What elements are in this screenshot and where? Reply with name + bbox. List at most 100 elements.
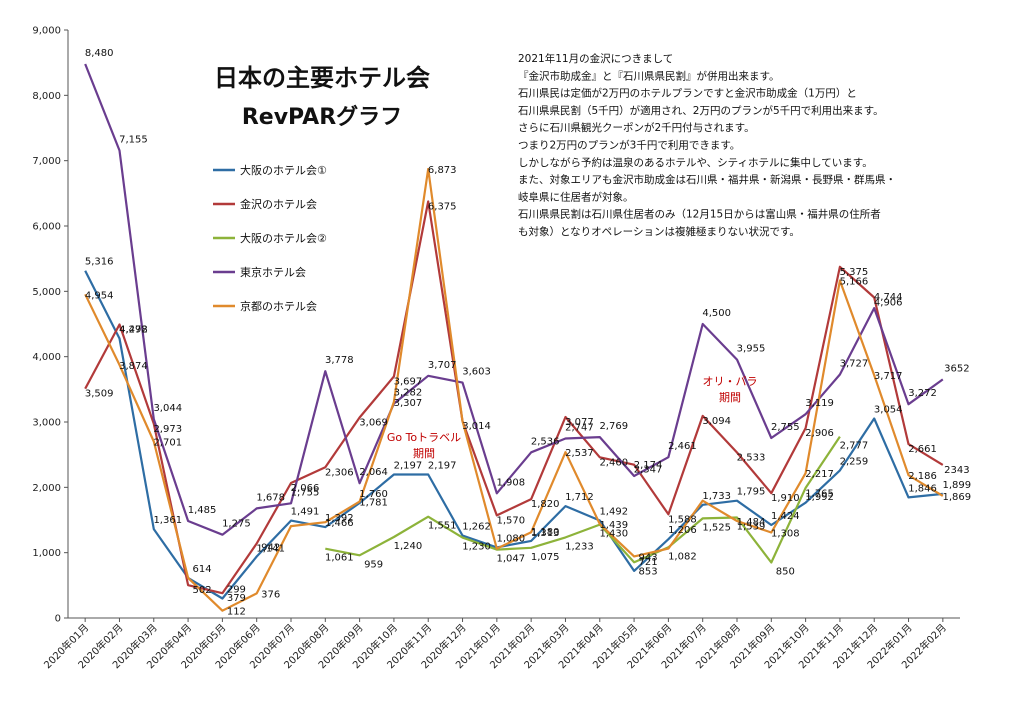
data-label: 3,054 bbox=[874, 404, 903, 415]
data-label: 3652 bbox=[944, 363, 969, 374]
data-label: 3,014 bbox=[462, 421, 491, 432]
note-line: 石川県民は定価が2万円のホテルプランですと金沢市助成金（1万円）と bbox=[518, 87, 857, 100]
data-label: 1,755 bbox=[291, 487, 320, 498]
data-label: 3,272 bbox=[908, 388, 937, 399]
data-label: 1,869 bbox=[943, 492, 972, 503]
data-label: 2,197 bbox=[394, 460, 423, 471]
data-label: 2,747 bbox=[565, 423, 594, 434]
data-label: 943 bbox=[639, 552, 658, 563]
data-label: 3,778 bbox=[325, 355, 354, 366]
note-line: つまり2万円のプランが3千円で利用できます。 bbox=[518, 139, 740, 152]
data-label: 4,954 bbox=[85, 290, 114, 301]
data-labels: 5,316 4,278 1,361 614 299 942 1,491 1,392 1,760 2… bbox=[85, 48, 971, 618]
data-label: 1,361 bbox=[153, 515, 182, 526]
note-line: さらに石川県観光クーポンが2千円付与されます。 bbox=[518, 121, 755, 134]
data-label: 2,347 bbox=[634, 465, 663, 476]
data-label: 1,308 bbox=[771, 529, 800, 540]
y-tick-label: 9,000 bbox=[32, 26, 61, 37]
note-line: も対象）となりオペレーションは複雑極まりない状況です。 bbox=[518, 225, 800, 238]
note-line: 2021年11月の金沢につきまして bbox=[518, 52, 673, 65]
series-lines bbox=[84, 63, 944, 612]
data-label: 1,491 bbox=[291, 507, 320, 518]
data-label: 1,313 bbox=[531, 528, 560, 539]
data-label: 6,375 bbox=[428, 202, 457, 213]
data-label: 1,795 bbox=[737, 487, 766, 498]
y-tick-label: 2,000 bbox=[32, 483, 61, 494]
data-label: 2,186 bbox=[908, 471, 937, 482]
annotation-olympics-period: 期間 bbox=[719, 391, 741, 404]
data-label: 1,765 bbox=[805, 489, 834, 500]
data-label: 1,908 bbox=[497, 477, 526, 488]
note-line: 岐阜県に住居者が対象。 bbox=[518, 190, 634, 203]
series-line-2 bbox=[84, 200, 944, 595]
data-label: 2,537 bbox=[565, 448, 594, 459]
data-label: 2,661 bbox=[908, 444, 937, 455]
data-label: 2,174 bbox=[634, 460, 663, 471]
axes bbox=[67, 30, 960, 619]
series-line-4 bbox=[84, 63, 944, 536]
data-label: 7,155 bbox=[119, 135, 148, 146]
data-label: 3,603 bbox=[462, 367, 491, 378]
data-label: 379 bbox=[227, 593, 246, 604]
chart-title: 日本の主要ホテル会 bbox=[214, 64, 430, 92]
data-label: 4,744 bbox=[874, 292, 903, 303]
data-label: 1,525 bbox=[702, 522, 731, 533]
annotation-olympics: オリ・パラ bbox=[703, 375, 758, 388]
data-label: 3,509 bbox=[85, 389, 114, 400]
data-label: 376 bbox=[261, 589, 280, 600]
data-label: 721 bbox=[639, 557, 658, 568]
data-label: 1,206 bbox=[668, 525, 697, 536]
data-label: 5,316 bbox=[85, 257, 114, 268]
data-label: 3,094 bbox=[702, 416, 731, 427]
data-label: 1,492 bbox=[599, 507, 628, 518]
data-label: 1,392 bbox=[325, 513, 354, 524]
data-label: 2,460 bbox=[599, 457, 628, 468]
data-label: 1,820 bbox=[531, 499, 560, 510]
data-label: 3,282 bbox=[394, 388, 423, 399]
data-label: 1,899 bbox=[943, 480, 972, 491]
data-label: 2343 bbox=[944, 465, 969, 476]
y-tick-label: 6,000 bbox=[32, 222, 61, 233]
data-label: 1,733 bbox=[702, 491, 731, 502]
data-label: 1,233 bbox=[565, 541, 594, 552]
data-label: 4,500 bbox=[702, 308, 731, 319]
annotation-goto-period: 期間 bbox=[413, 447, 435, 460]
data-label: 850 bbox=[776, 566, 795, 577]
data-label: 1,678 bbox=[256, 492, 285, 503]
series-line-5 bbox=[84, 167, 944, 612]
y-tick-label: 1,000 bbox=[32, 548, 61, 559]
y-tick-label: 5,000 bbox=[32, 287, 61, 298]
data-label: 3,119 bbox=[805, 398, 834, 409]
data-label: 502 bbox=[193, 585, 212, 596]
annotation-goto-travel: Go Toトラベル bbox=[387, 431, 461, 444]
y-tick-label: 8,000 bbox=[32, 91, 61, 102]
data-label: 1,061 bbox=[325, 553, 354, 564]
data-label: 1,781 bbox=[359, 498, 388, 509]
data-label: 112 bbox=[227, 607, 246, 618]
data-label: 2,066 bbox=[291, 483, 320, 494]
data-label: 1,047 bbox=[497, 554, 526, 565]
data-label: 1,588 bbox=[668, 514, 697, 525]
data-label: 1,846 bbox=[908, 483, 937, 494]
y-tick-label: 3,000 bbox=[32, 418, 61, 429]
data-label: 2,906 bbox=[805, 428, 834, 439]
note-line: また、対象エリアも金沢市助成金は石川県・福井県・新潟県・長野県・群馬県・ bbox=[518, 173, 896, 186]
data-label: 2,259 bbox=[840, 456, 869, 467]
series-line-1 bbox=[84, 270, 943, 600]
legend-label: 金沢のホテル会 bbox=[240, 197, 317, 211]
data-label: 2,306 bbox=[325, 467, 354, 478]
data-label: 3,874 bbox=[119, 361, 148, 372]
data-label: 614 bbox=[193, 564, 212, 575]
data-label: 1,080 bbox=[497, 533, 526, 544]
data-label: 2,217 bbox=[805, 469, 834, 480]
note-line: 『金沢市助成金』と『石川県県民割』が併用出来ます。 bbox=[518, 69, 779, 82]
note-line: 石川県県民割は石川県住居者のみ（12月15日からは富山県・福井県の住所者 bbox=[518, 208, 881, 221]
y-tick-label: 4,000 bbox=[32, 352, 61, 363]
data-label: 2,701 bbox=[153, 438, 182, 449]
y-tick-labels: 0 1,000 2,000 3,000 4,000 5,000 6,000 7,000 8,00… bbox=[32, 26, 68, 625]
note-text-block: 2021年11月の金沢につきまして『金沢市助成金』と『石川県県民割』が併用出来ま… bbox=[518, 52, 896, 238]
data-label: 942 bbox=[261, 542, 280, 553]
legend-label: 東京ホテル会 bbox=[240, 265, 306, 279]
data-label: 2,536 bbox=[531, 436, 560, 447]
